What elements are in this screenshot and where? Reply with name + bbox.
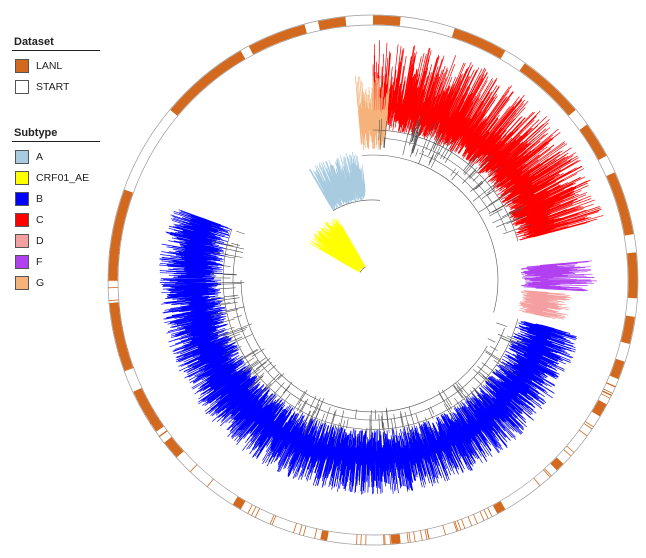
internal-branches xyxy=(210,114,532,447)
legend-item-lanl: LANL xyxy=(12,55,100,76)
lanl-swatch xyxy=(15,58,29,73)
dataset-ring xyxy=(107,14,639,546)
legend-item-b: B xyxy=(12,188,100,209)
legend-item-g: G xyxy=(12,272,100,293)
legend-label-lanl: LANL xyxy=(36,59,63,72)
legend-label-g: G xyxy=(36,276,45,289)
crf01-ae-swatch xyxy=(15,170,29,185)
ring-lanl-ticks xyxy=(108,237,616,545)
legend-item-c: C xyxy=(12,209,100,230)
subtype-legend: Subtype A CRF01_AE B C D F G xyxy=(12,127,100,293)
legend-label-a: A xyxy=(36,150,44,163)
legend-item-f: F xyxy=(12,251,100,272)
clade-g-tips xyxy=(354,75,390,151)
legend-item-crf01-ae: CRF01_AE xyxy=(12,167,100,188)
legend-label-start: START xyxy=(36,80,70,93)
d-swatch xyxy=(15,233,29,248)
start-swatch xyxy=(15,79,29,94)
clade-a-tips xyxy=(308,151,366,211)
g-swatch xyxy=(15,275,29,290)
clade-crf01-ae-tips xyxy=(308,218,366,273)
legend-label-f: F xyxy=(36,255,43,268)
f-swatch xyxy=(15,254,29,269)
legend-item-start: START xyxy=(12,76,100,97)
legend-item-d: D xyxy=(12,230,100,251)
tree-branches xyxy=(210,114,532,447)
dataset-legend: Dataset LANL START xyxy=(12,36,100,97)
legend-label-crf01-ae: CRF01_AE xyxy=(36,171,90,184)
b-swatch xyxy=(15,191,29,206)
ring-outer-outline xyxy=(107,14,639,546)
legend-label-b: B xyxy=(36,192,44,205)
clade-b-tips xyxy=(159,209,577,495)
c-swatch xyxy=(15,212,29,227)
legend-label-d: D xyxy=(36,234,44,247)
legend-item-a: A xyxy=(12,146,100,167)
clade-f-tips xyxy=(520,260,597,292)
a-swatch xyxy=(15,149,29,164)
dataset-legend-title: Dataset xyxy=(12,36,100,51)
ring-lanl-segments xyxy=(108,15,638,544)
legend-label-c: C xyxy=(36,213,44,226)
ring-inner-outline xyxy=(117,24,629,536)
subtype-legend-title: Subtype xyxy=(12,127,100,142)
tree-tips xyxy=(159,40,604,495)
clade-d-tips xyxy=(518,290,572,320)
